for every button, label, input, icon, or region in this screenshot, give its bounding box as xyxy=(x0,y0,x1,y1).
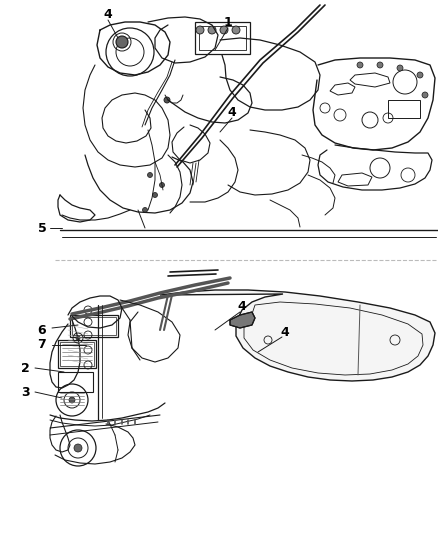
Text: 4: 4 xyxy=(228,106,237,118)
Circle shape xyxy=(148,173,152,177)
Bar xyxy=(58,340,96,368)
Circle shape xyxy=(76,336,80,340)
Bar xyxy=(70,315,118,337)
Bar xyxy=(72,317,116,335)
Text: 7: 7 xyxy=(38,338,46,351)
Circle shape xyxy=(397,65,403,71)
Circle shape xyxy=(142,207,148,213)
Text: 2: 2 xyxy=(21,361,29,375)
Bar xyxy=(388,100,420,118)
Text: 6: 6 xyxy=(38,324,46,336)
Text: 4: 4 xyxy=(238,301,246,313)
Text: 4: 4 xyxy=(281,326,290,338)
Circle shape xyxy=(116,36,128,48)
Circle shape xyxy=(69,397,75,403)
Circle shape xyxy=(357,62,363,68)
Bar xyxy=(195,22,250,54)
Circle shape xyxy=(159,182,165,188)
Circle shape xyxy=(220,26,228,34)
Circle shape xyxy=(74,444,82,452)
Circle shape xyxy=(377,62,383,68)
Text: 1: 1 xyxy=(224,15,233,28)
Circle shape xyxy=(196,26,204,34)
Circle shape xyxy=(422,92,428,98)
Polygon shape xyxy=(230,312,255,328)
Text: 5: 5 xyxy=(38,222,46,235)
Circle shape xyxy=(152,192,158,198)
Circle shape xyxy=(164,97,170,103)
Circle shape xyxy=(208,26,216,34)
Polygon shape xyxy=(160,290,435,381)
Circle shape xyxy=(232,26,240,34)
Circle shape xyxy=(417,72,423,78)
Bar xyxy=(60,342,94,366)
Text: 3: 3 xyxy=(21,385,29,399)
Bar xyxy=(199,26,246,50)
Text: 4: 4 xyxy=(104,9,113,21)
Bar xyxy=(58,372,93,392)
